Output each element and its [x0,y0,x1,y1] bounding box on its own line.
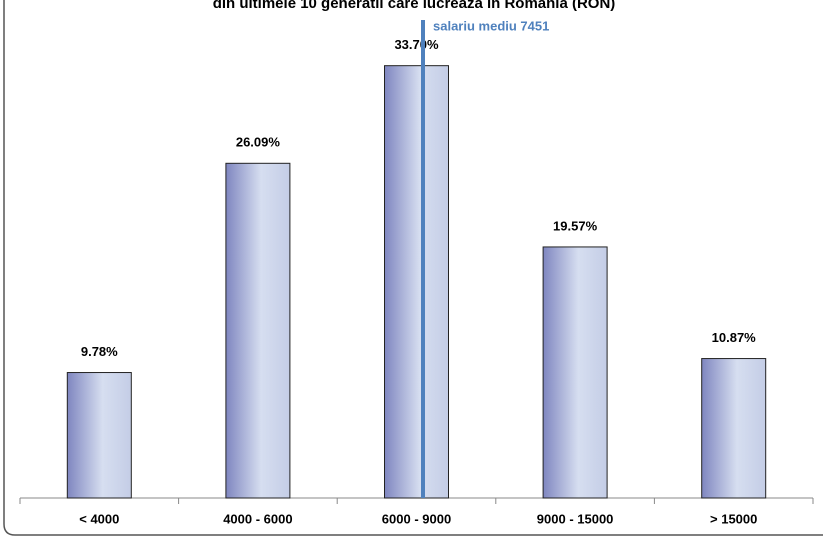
x-tick-label: 9000 - 15000 [537,511,614,526]
bar [542,246,608,499]
bar [384,65,449,499]
x-tick-label: 4000 - 6000 [223,511,292,526]
bar [225,162,291,499]
chart-frame [3,0,823,536]
data-label: 10.87% [712,330,757,345]
data-label: 9.78% [81,344,118,359]
data-label: 19.57% [553,218,598,233]
data-label: 26.09% [236,135,281,150]
bar [701,358,767,499]
data-label: 33.70% [394,37,439,52]
annotation: salariu mediu 7451 [433,18,549,33]
chart-title: din ultimele 10 generatii care lucreaza … [213,0,616,12]
bar [66,372,132,499]
x-tick-label: 6000 - 9000 [382,511,451,526]
x-tick-label: < 4000 [79,511,119,526]
x-tick-label: > 15000 [710,511,757,526]
